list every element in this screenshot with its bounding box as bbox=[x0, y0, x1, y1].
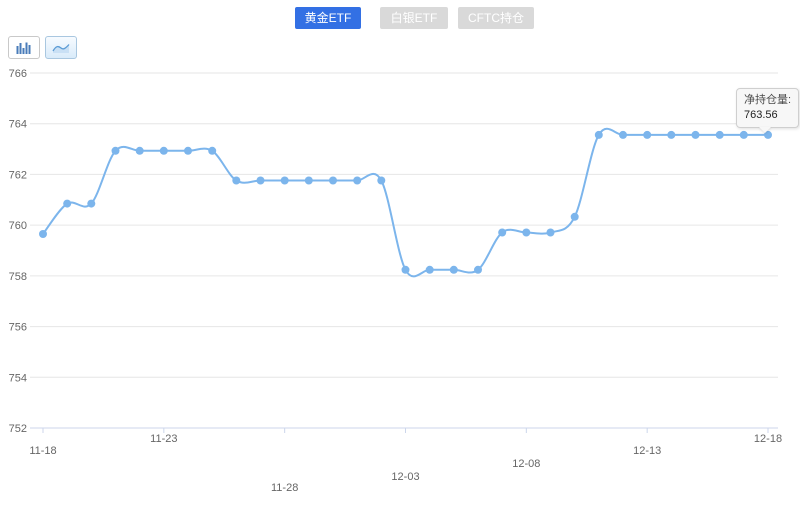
series-line bbox=[42, 127, 769, 278]
x-tick-label: 11-23 bbox=[150, 433, 177, 445]
data-point[interactable] bbox=[401, 265, 410, 274]
data-point[interactable] bbox=[739, 130, 748, 139]
data-point[interactable] bbox=[135, 146, 144, 155]
y-tick-label: 762 bbox=[9, 169, 27, 181]
data-point[interactable] bbox=[329, 176, 337, 185]
data-point[interactable] bbox=[256, 176, 265, 185]
tooltip-arrow bbox=[759, 127, 771, 133]
data-point[interactable] bbox=[570, 212, 579, 221]
tab-cftc-positions[interactable]: CFTC持仓 bbox=[458, 7, 534, 29]
tooltip-series-label: 净持仓量: bbox=[744, 94, 792, 106]
line-chart-icon bbox=[52, 43, 70, 53]
data-point[interactable] bbox=[184, 146, 192, 155]
y-tick-label: 756 bbox=[9, 322, 27, 334]
data-point[interactable] bbox=[691, 130, 700, 139]
data-point[interactable] bbox=[63, 199, 72, 208]
tab-silver-etf[interactable]: 白银ETF bbox=[380, 7, 448, 29]
x-tick-label: 11-28 bbox=[271, 482, 298, 494]
data-point[interactable] bbox=[449, 265, 458, 274]
data-point[interactable] bbox=[159, 146, 168, 155]
data-point[interactable] bbox=[715, 130, 724, 139]
tooltip-value: 763.56 bbox=[744, 109, 778, 121]
y-tick-label: 754 bbox=[9, 372, 27, 384]
data-point[interactable] bbox=[111, 146, 120, 155]
x-tick-label: 12-03 bbox=[391, 471, 419, 483]
column-chart-icon bbox=[16, 42, 31, 54]
tab-bar: 黄金ETF 白银ETF CFTC持仓 bbox=[0, 0, 800, 36]
data-point[interactable] bbox=[208, 146, 217, 155]
data-point[interactable] bbox=[667, 130, 676, 139]
x-tick-label: 11-18 bbox=[29, 445, 56, 457]
data-point[interactable] bbox=[474, 265, 482, 274]
data-point[interactable] bbox=[546, 228, 555, 237]
x-tick-label: 12-18 bbox=[754, 433, 782, 445]
data-point[interactable] bbox=[594, 130, 603, 139]
y-tick-label: 764 bbox=[9, 119, 27, 131]
data-point[interactable] bbox=[39, 230, 47, 238]
chart-tooltip: 净持仓量: 763.56 bbox=[736, 88, 800, 133]
x-tick-label: 12-08 bbox=[512, 458, 540, 470]
data-point[interactable] bbox=[643, 130, 652, 139]
y-tick-label: 766 bbox=[9, 68, 27, 80]
data-point[interactable] bbox=[498, 228, 507, 237]
data-point[interactable] bbox=[353, 176, 362, 185]
y-tick-label: 758 bbox=[9, 271, 27, 283]
data-point[interactable] bbox=[280, 176, 289, 185]
data-point[interactable] bbox=[425, 265, 434, 274]
y-tick-label: 760 bbox=[9, 220, 27, 232]
data-point[interactable] bbox=[304, 176, 313, 185]
x-tick-label: 12-13 bbox=[633, 445, 661, 457]
data-point[interactable] bbox=[232, 176, 241, 185]
tab-gold-etf[interactable]: 黄金ETF bbox=[295, 7, 361, 29]
column-chart-view-button[interactable] bbox=[8, 36, 40, 59]
data-point[interactable] bbox=[619, 130, 627, 139]
data-point[interactable] bbox=[87, 199, 96, 208]
data-point[interactable] bbox=[522, 228, 531, 237]
y-tick-label: 752 bbox=[9, 423, 27, 435]
data-point[interactable] bbox=[377, 176, 386, 185]
line-chart-view-button[interactable] bbox=[45, 36, 77, 59]
